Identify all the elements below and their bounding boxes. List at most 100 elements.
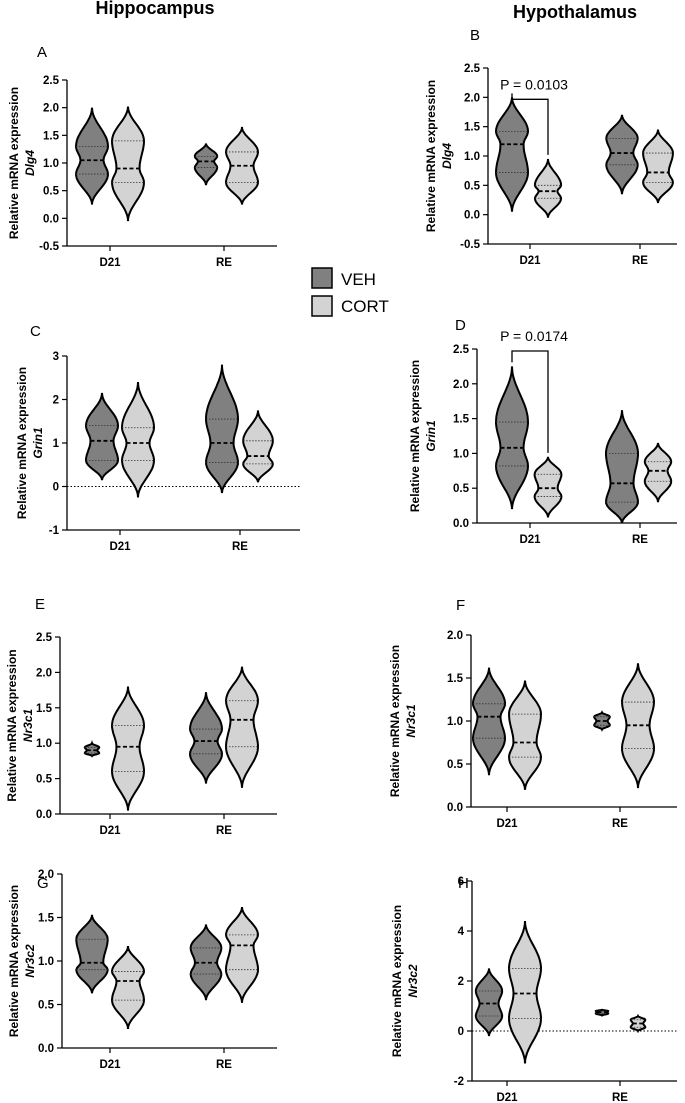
panel-letter: H	[458, 875, 469, 892]
x-category-label: RE	[612, 818, 628, 830]
x-category-label: D21	[496, 1092, 518, 1103]
y-tick-label: 0.5	[43, 186, 60, 198]
y-axis-title: Relative mRNA expression	[15, 367, 29, 519]
y-axis-title: Relative mRNA expression	[5, 649, 19, 801]
significance-label: P = 0.0103	[500, 76, 568, 92]
y-tick-label: 1.5	[38, 913, 55, 925]
y-tick-label: 2.0	[464, 92, 480, 104]
panel-letter: E	[35, 596, 45, 613]
violin-cort-d21	[533, 456, 563, 518]
y-tick-label: 2.0	[43, 103, 59, 115]
legend-swatch-cort	[311, 295, 333, 317]
y-tick-label: 1	[53, 438, 60, 450]
panel-h: H Relative mRNA expression Nr3c2 -2 0 2 4 6 D21 R…	[390, 875, 677, 1103]
y-tick-label: 1.5	[43, 130, 60, 142]
panel-e: E Relative mRNA expression Nr3c1 0.0 0.5 1.0 1…	[5, 596, 277, 837]
y-tick-label: 2	[53, 395, 59, 407]
y-tick-label: 0.5	[38, 1000, 55, 1012]
y-tick-label: -0.5	[460, 239, 480, 251]
panel-f: F Relative mRNA expression Nr3c1 0.0 0.5 1.0 1…	[388, 597, 677, 830]
x-category-label: RE	[632, 255, 648, 267]
panel-letter: D	[455, 317, 466, 334]
violin-cort-d21	[110, 106, 146, 222]
y-axis-title: Relative mRNA expression	[7, 87, 21, 239]
y-tick-label: 2.5	[36, 632, 53, 644]
y-axis-gene: Nr3c1	[404, 704, 418, 738]
violin-cort-d21	[507, 680, 543, 790]
x-category-label: D21	[99, 257, 121, 269]
panel-letter: A	[37, 44, 47, 61]
x-category-label: RE	[216, 825, 232, 837]
x-category-label: D21	[99, 825, 121, 837]
y-tick-label: 0	[458, 1026, 464, 1038]
x-category-label: D21	[496, 818, 518, 830]
panel-c: C Relative mRNA expression Grin1 -1 0 1 2 3 D21 R…	[15, 323, 300, 553]
violin-veh-d21	[84, 392, 120, 481]
y-tick-label: 2.5	[43, 75, 60, 87]
violin-cort-re	[620, 663, 656, 789]
significance-bracket	[511, 350, 549, 453]
violin-cort-d21	[507, 920, 543, 1064]
violin-veh-d21	[474, 968, 504, 1037]
y-axis-gene: Dlg4	[23, 150, 37, 176]
y-tick-label: 1.0	[447, 716, 463, 728]
y-tick-label: 0.0	[38, 1043, 54, 1055]
panel-g: G Relative mRNA expression Nr3c2 0.0 0.5 1.0 1…	[7, 869, 277, 1071]
violin-veh-re	[204, 364, 240, 494]
y-tick-label: 0.5	[453, 483, 470, 495]
panel-letter: G	[37, 875, 49, 892]
y-tick-label: 1.0	[36, 738, 52, 750]
y-tick-label: 1.5	[453, 414, 470, 426]
violin-veh-re	[193, 143, 219, 186]
y-tick-label: 6	[458, 876, 464, 888]
y-tick-label: -0.5	[39, 241, 59, 253]
violin-cort-re	[642, 129, 674, 204]
y-tick-label: 1.5	[447, 673, 464, 685]
legend-item-cort: CORT	[311, 295, 389, 317]
y-axis-title: Relative mRNA expression	[424, 80, 438, 232]
panel-d: D Relative mRNA expression Grin1 0.0 0.5 1.0 1…	[408, 317, 677, 546]
y-axis-title: Relative mRNA expression	[408, 360, 422, 512]
panel-b: B Relative mRNA expression Dlg4 -0.5 0.0 0.5 1…	[424, 27, 677, 267]
y-axis-title: Relative mRNA expression	[388, 645, 402, 797]
y-axis-gene: Grin1	[31, 427, 45, 459]
y-tick-label: 1.0	[43, 158, 59, 170]
legend-item-veh: VEH	[311, 267, 376, 289]
y-axis-gene: Nr3c2	[23, 944, 37, 978]
y-tick-label: 2.0	[447, 630, 463, 642]
violin-veh-d21	[494, 366, 530, 510]
panel-letter: F	[456, 597, 465, 614]
violin-veh-d21	[75, 914, 109, 994]
y-axis-gene: Nr3c1	[21, 708, 35, 742]
violin-cort-re	[224, 906, 260, 1003]
y-tick-label: 1.5	[36, 703, 53, 715]
y-tick-label: 0.5	[36, 774, 53, 786]
x-category-label: RE	[216, 257, 232, 269]
violin-veh-re	[189, 924, 223, 1001]
violin-veh-d21	[471, 667, 507, 776]
x-category-label: RE	[632, 534, 648, 546]
x-category-label: RE	[232, 541, 248, 553]
y-axis-title: Relative mRNA expression	[7, 885, 21, 1037]
y-tick-label: 2.5	[464, 63, 481, 75]
violin-cort-d21	[120, 382, 156, 498]
column-title-hippocampus: Hippocampus	[95, 0, 214, 18]
y-tick-label: -2	[454, 1076, 464, 1088]
y-tick-label: 1.0	[464, 151, 480, 163]
violin-cort-d21	[533, 158, 563, 218]
violin-cort-re	[242, 410, 274, 483]
x-category-label: RE	[216, 1059, 232, 1071]
x-category-label: D21	[99, 1059, 121, 1071]
x-category-label: D21	[109, 541, 131, 553]
y-tick-label: 2	[458, 976, 464, 988]
x-category-label: RE	[612, 1092, 628, 1103]
y-tick-label: 1.0	[453, 448, 469, 460]
panel-letter: C	[30, 323, 41, 340]
y-tick-label: 0	[53, 482, 59, 494]
y-tick-label: 0.5	[464, 180, 481, 192]
y-tick-label: 2.0	[38, 869, 54, 881]
y-tick-label: 2.0	[453, 379, 469, 391]
violin-cort-re	[224, 126, 260, 205]
legend-label-veh: VEH	[341, 270, 376, 289]
